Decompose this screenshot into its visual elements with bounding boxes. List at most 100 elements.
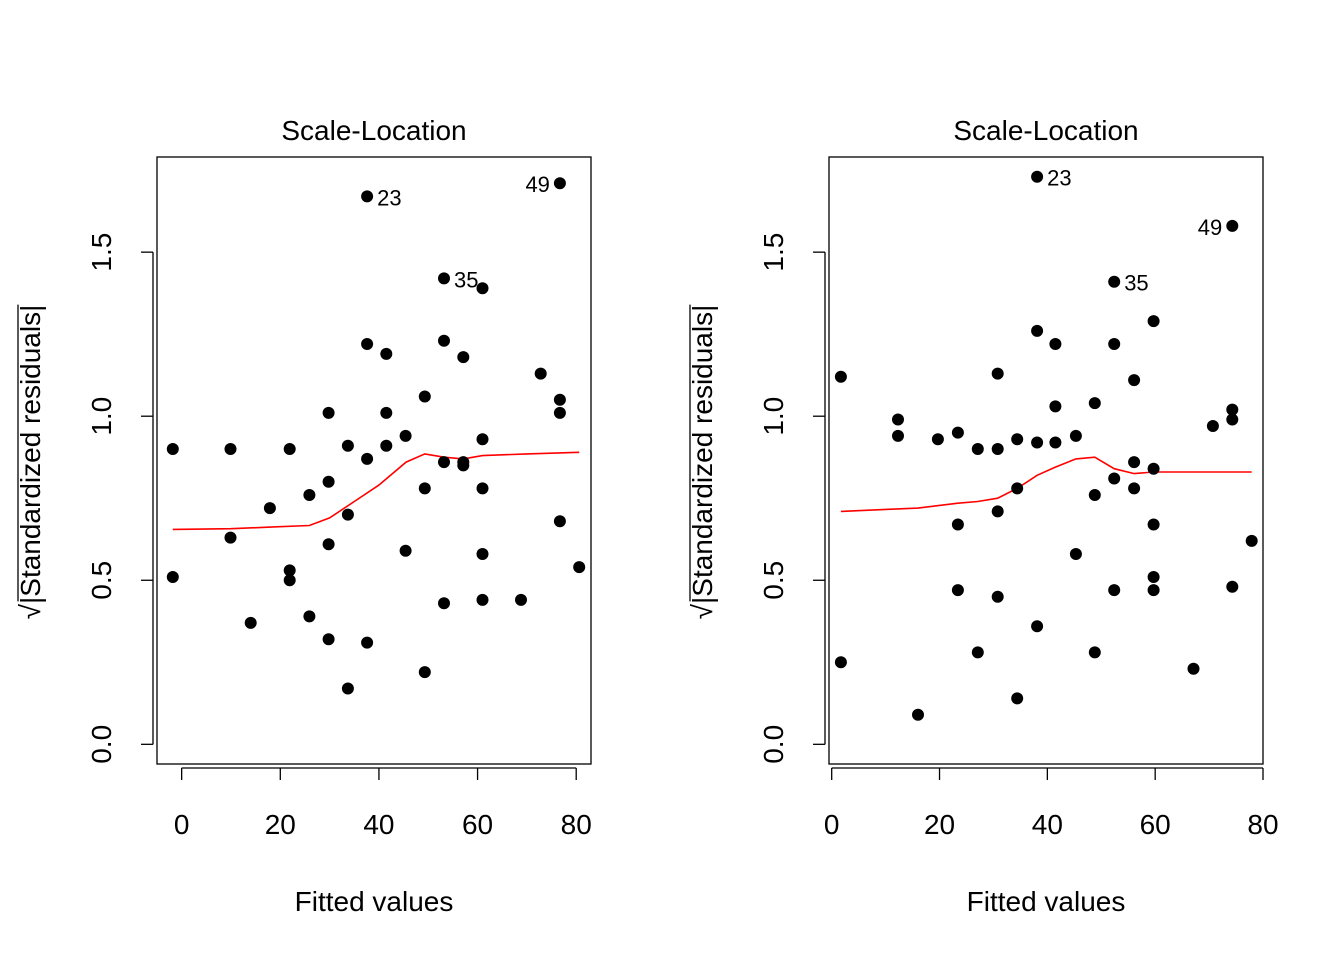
chart-1-point-7 [951,518,964,531]
chart-1-point-2 [892,413,904,426]
chart-0-y-tick-label-1: 0.5 [86,561,117,600]
chart-0-point-6 [283,443,296,455]
chart-1-point-20 [1031,436,1044,449]
chart-0-point-31 [438,334,450,347]
chart-1-point-40 [1147,571,1160,583]
chart-0-point-7 [283,564,296,577]
chart-1-x-tick-label-0: 0 [824,809,840,840]
right-scale-location-panel: Scale-Location 0 20 40 60 80 Fitted values 0.0 0… [687,115,1279,917]
chart-0-point-40 [476,548,489,560]
chart-0-title: Scale-Location [281,115,466,146]
chart-0-point-48 [573,561,586,574]
chart-1-point-label-1: 35 [1124,271,1148,296]
chart-0-point-39 [476,482,489,495]
chart-0-point-47 [553,515,566,528]
chart-0-point-13 [322,538,335,551]
chart-1-point-label-0: 23 [1047,166,1071,191]
chart-0-point-34 [457,351,470,364]
chart-1-point-23 [1049,400,1062,413]
chart-0-point-45 [553,393,566,406]
chart-0-point-8 [283,574,296,587]
chart-0-point-20 [361,452,374,465]
chart-1-point-16 [1011,482,1024,495]
chart-0-point-38 [476,433,489,446]
chart-1-point-5 [931,433,944,446]
chart-1-x-axis-label: Fitted values [967,886,1126,917]
chart-0-point-11 [322,406,335,419]
left-scale-location-panel: Scale-Location 0 20 40 60 80 Fitted values 0.0 0… [15,115,592,917]
chart-1-point-22 [1049,338,1062,350]
chart-1-point-11 [991,367,1004,380]
chart-1-point-48 [1245,534,1258,547]
chart-1-point-32 [1108,472,1121,485]
chart-1-point-3 [892,429,904,442]
chart-1-point-12 [991,443,1004,455]
chart-0-x-tick-label-0: 0 [174,809,190,840]
chart-1-point-35 [1128,456,1141,469]
chart-1-y-tick-label-2: 1.0 [758,397,789,436]
chart-1-point-28 [1088,489,1101,501]
chart-1-y-axis-bar-left: | [687,597,718,604]
chart-1-point-label-2: 49 [1198,215,1222,240]
chart-1-y-axis-label: Standardized residuals [687,312,718,597]
chart-0-point-43 [534,367,547,380]
chart-1-y-axis-sqrt-symbol: √ [687,603,718,619]
chart-1-point-44 [1226,219,1239,232]
chart-1-point-4 [912,708,924,721]
chart-0-point-42 [515,593,527,606]
chart-0-point-33 [438,597,450,610]
chart-0-point-27 [418,390,431,403]
chart-0-y-axis-label: Standardized residuals [15,312,46,597]
chart-1-point-19 [1031,324,1044,337]
chart-0-point-28 [418,482,431,495]
chart-0-point-37 [476,282,489,295]
chart-0-point-29 [418,666,431,679]
chart-0-y-axis-bar-left: | [15,597,46,604]
chart-1-plot-frame [828,156,1264,765]
chart-1-x-tick-label-4: 80 [1247,809,1278,840]
chart-0-point-10 [303,610,316,623]
chart-1-point-41 [1147,584,1160,597]
chart-0-smooth-line [172,451,580,531]
chart-0-point-22 [380,347,393,360]
chart-1-point-21 [1031,620,1044,633]
chart-0-point-12 [322,475,335,488]
chart-1-point-15 [1011,433,1024,446]
chart-1-point-38 [1147,462,1160,475]
chart-1-x-tick-label-3: 60 [1140,809,1171,840]
chart-1-point-18 [1031,170,1044,183]
chart-1-x-tick-label-1: 20 [924,809,955,840]
chart-0-point-30 [438,272,450,285]
chart-0-point-0 [166,443,179,455]
chart-0-point-46 [553,406,566,419]
chart-0-point-24 [380,439,393,452]
chart-0-point-44 [553,177,566,190]
chart-0-x-tick-label-4: 80 [561,809,592,840]
chart-1-point-1 [834,656,847,669]
chart-1-point-25 [1069,429,1082,442]
chart-1-point-36 [1128,482,1141,495]
chart-1-point-13 [991,505,1004,518]
chart-1-point-46 [1226,413,1239,426]
chart-1-smooth-line [840,456,1252,513]
chart-1-y-tick-label-3: 1.5 [758,233,789,272]
chart-0-x-tick-label-2: 40 [363,809,394,840]
chart-0-point-label-2: 49 [525,172,549,197]
chart-1-point-14 [991,590,1004,603]
chart-0-point-21 [361,636,374,649]
chart-1-y-tick-label-1: 0.5 [758,561,789,600]
chart-1-y-axis-bar-right: | [687,305,718,312]
chart-0-point-41 [476,593,489,606]
chart-0-point-23 [380,406,393,419]
chart-0-y-tick-label-3: 1.5 [86,233,117,272]
chart-1-y-tick-label-0: 0.0 [758,725,789,764]
chart-0-point-2 [224,443,237,455]
chart-0-point-5 [263,502,276,515]
chart-1-point-24 [1049,436,1062,449]
chart-0-point-label-0: 23 [377,185,401,210]
chart-1-point-9 [971,443,984,455]
chart-0-point-18 [361,190,374,203]
chart-0-x-tick-label-3: 60 [462,809,493,840]
chart-1-point-45 [1226,403,1239,416]
